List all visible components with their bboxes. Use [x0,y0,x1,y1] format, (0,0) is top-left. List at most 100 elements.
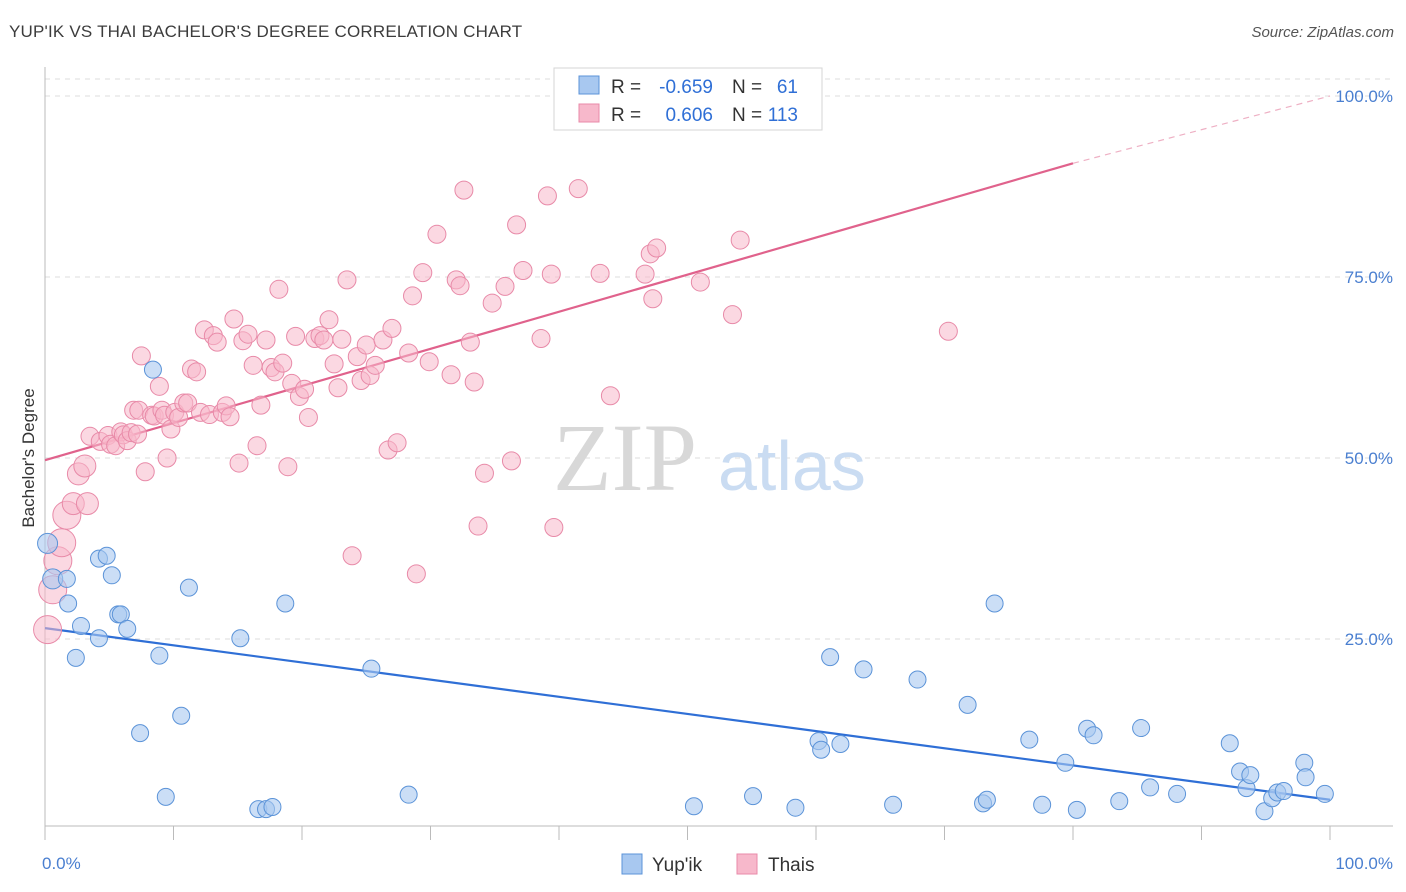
axes [44,67,1393,840]
point-yupik-39 [985,594,1004,613]
legend-swatch-yupik [578,75,600,95]
x-tick-labels: 0.0% 100.0% [42,854,1393,873]
point-yupik-49 [1168,784,1187,803]
point-yupik-30 [812,740,831,759]
point-yupik-34 [884,795,903,814]
point-yupik-19 [231,629,250,648]
point-thais-78 [382,318,402,338]
point-yupik-13 [131,724,150,743]
point-thais-48 [243,355,263,375]
point-yupik-43 [1067,800,1086,819]
legend-n-label-2: N = [732,105,762,126]
legend-r-label-2: R = [611,105,641,126]
point-yupik-23 [276,594,295,613]
y-tick-label-1: 50.0% [1345,449,1393,468]
legend-r-value-1: -0.659 [659,77,713,98]
point-yupik-15 [150,646,169,665]
series-yupik [37,360,1334,821]
point-thais-79 [387,433,407,453]
legend-n-label-1: N = [732,77,762,98]
point-thais-84 [419,352,439,372]
point-yupik-50 [1220,734,1239,753]
bottom-legend-label-yupik: Yup'ik [652,855,703,876]
point-thais-102 [544,518,564,538]
point-thais-45 [229,453,249,473]
bottom-legend-swatch-yupik [621,853,643,875]
point-thais-40 [207,332,227,352]
point-thais-22 [135,462,155,482]
point-yupik-25 [399,785,418,804]
point-thais-75 [365,355,385,375]
y-tick-label-0: 25.0% [1345,630,1393,649]
point-thais-7 [73,454,97,478]
point-yupik-40 [1020,730,1039,749]
point-yupik-57 [1274,782,1293,801]
point-thais-35 [187,362,207,382]
point-thais-69 [337,270,357,290]
point-thais-50 [251,395,271,415]
point-yupik-32 [831,734,850,753]
trend-line-thais-extension [1072,95,1331,164]
point-yupik-9 [102,566,121,585]
point-thais-101 [541,264,561,284]
point-thais-68 [332,329,352,349]
point-thais-98 [513,260,533,280]
point-thais-89 [454,180,474,200]
point-thais-103 [568,179,588,199]
point-thais-96 [501,451,521,471]
point-yupik-14 [143,360,162,379]
point-thais-61 [298,407,318,427]
point-thais-94 [482,293,502,313]
point-yupik-17 [172,706,191,725]
point-yupik-12 [118,619,137,638]
point-thais-58 [286,326,306,346]
point-yupik-60 [1315,784,1334,803]
point-thais-106 [635,264,655,284]
point-yupik-8 [89,629,108,648]
point-thais-73 [356,335,376,355]
point-thais-25 [149,376,169,396]
point-thais-97 [507,215,527,235]
point-thais-66 [324,354,344,374]
point-thais-113 [938,321,958,341]
point-thais-86 [441,365,461,385]
point-thais-43 [220,407,240,427]
point-thais-105 [600,386,620,406]
point-thais-65 [319,310,339,330]
point-thais-80 [399,343,419,363]
point-yupik-3 [59,594,78,613]
point-yupik-38 [977,790,996,809]
chart-title: YUP'IK VS THAI BACHELOR'S DEGREE CORRELA… [9,22,523,41]
x-tick-label-1: 100.0% [1335,854,1393,873]
trend-line-yupik [44,627,1331,801]
point-yupik-41 [1033,795,1052,814]
point-thais-56 [278,457,298,477]
point-thais-88 [450,276,470,296]
point-thais-60 [295,379,315,399]
legend-swatch-thais [578,103,600,123]
watermark-atlas: atlas [718,427,866,505]
point-yupik-53 [1241,766,1260,785]
point-thais-85 [427,224,447,244]
series-thais [33,179,958,645]
point-thais-83 [413,263,433,283]
point-yupik-42 [1056,753,1075,772]
point-yupik-33 [854,660,873,679]
point-yupik-5 [66,648,85,667]
bottom-legend-swatch-thais [736,853,758,875]
point-yupik-2 [57,569,76,588]
point-thais-111 [722,305,742,325]
point-yupik-18 [179,578,198,597]
point-thais-28 [157,448,177,468]
x-tick-label-0: 0.0% [42,854,81,873]
point-yupik-4 [71,616,90,635]
point-yupik-28 [786,798,805,817]
point-yupik-48 [1141,778,1160,797]
bottom-legend-label-thais: Thais [768,855,814,876]
point-thais-112 [730,230,750,250]
point-thais-8 [75,492,99,516]
point-yupik-22 [263,797,282,816]
y-tick-label-2: 75.0% [1345,268,1393,287]
point-thais-92 [468,516,488,536]
point-thais-108 [643,289,663,309]
